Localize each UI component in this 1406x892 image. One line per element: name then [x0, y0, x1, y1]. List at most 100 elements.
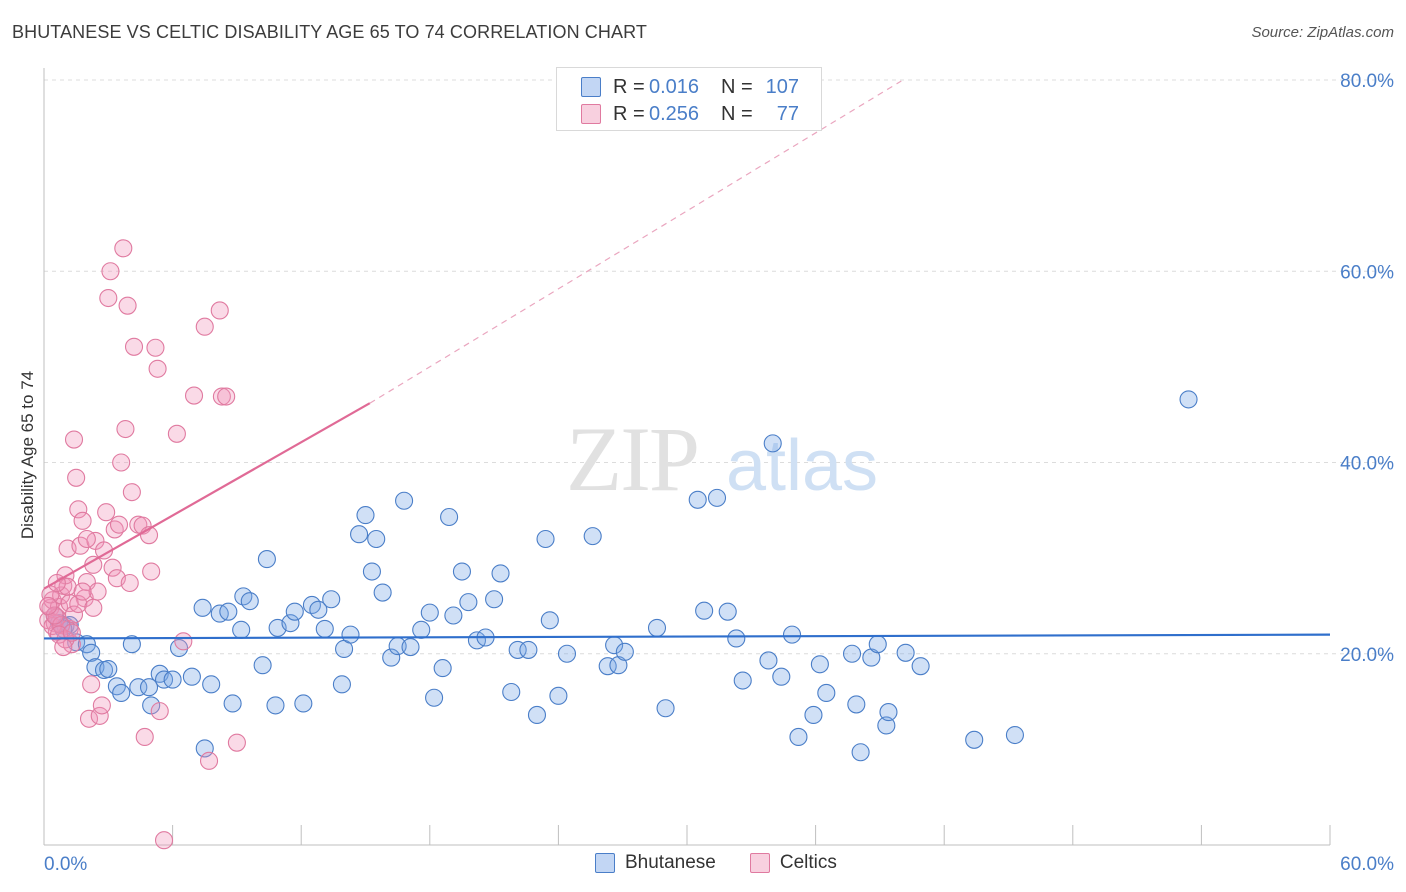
bhutanese-point — [193, 598, 212, 617]
bhutanese-point — [440, 507, 459, 527]
bhutanese-point — [240, 592, 259, 611]
bhutanese-point — [420, 603, 439, 622]
series-legend: Bhutanese Celtics — [595, 852, 871, 874]
celtics-point — [148, 359, 167, 378]
x-tick-label: 0.0% — [44, 854, 87, 875]
bhutanese-point — [804, 705, 823, 725]
bhutanese-point — [332, 675, 351, 694]
bhutanese-point — [789, 727, 808, 746]
bhutanese-point — [519, 640, 538, 659]
celtics-point — [73, 511, 92, 530]
legend-n-value: 107 — [765, 75, 799, 98]
bhutanese-point — [1179, 390, 1198, 409]
bhutanese-point — [309, 600, 328, 619]
bhutanese-point — [549, 686, 568, 705]
celtics-points — [39, 239, 246, 850]
celtics-point — [88, 582, 107, 601]
celtics-trend-line — [43, 402, 371, 590]
bhutanese-point — [77, 635, 96, 654]
gridlines — [44, 79, 1392, 655]
legend-swatch-celtics — [581, 104, 601, 124]
bhutanese-point — [257, 550, 276, 569]
celtics-point — [116, 419, 135, 439]
tick-labels: 20.0% 40.0% 60.0% 80.0% 0.0% 60.0% — [44, 71, 1394, 875]
series-legend-celtics[interactable]: Celtics — [749, 852, 837, 874]
bhutanese-point — [202, 675, 221, 694]
bhutanese-point — [647, 618, 667, 637]
bhutanese-point — [395, 491, 414, 510]
bhutanese-point — [412, 620, 431, 639]
bhutanese-point — [782, 625, 802, 644]
legend-n-label: N = — [721, 75, 753, 98]
bhutanese-point — [759, 651, 778, 670]
legend-n-value: 77 — [776, 102, 799, 125]
bhutanese-point — [557, 644, 577, 663]
bhutanese-point — [540, 611, 559, 630]
bhutanese-point — [502, 682, 521, 702]
bhutanese-point — [459, 593, 478, 612]
bhutanese-point — [688, 490, 707, 509]
bhutanese-point — [877, 716, 896, 735]
celtics-point — [109, 515, 129, 534]
bhutanese-point — [82, 643, 101, 662]
bhutanese-point — [772, 667, 791, 686]
celtics-point — [64, 430, 84, 449]
bhutanese-point — [163, 670, 182, 689]
watermark-atlas: atlas — [726, 426, 878, 506]
y-tick-label: 60.0% — [1340, 262, 1394, 283]
bhutanese-point — [182, 667, 201, 686]
celtics-point — [64, 605, 84, 624]
bhutanese-point — [733, 671, 752, 690]
bhutanese-point — [362, 562, 381, 581]
celtics-point — [212, 387, 231, 406]
bhutanese-point — [485, 590, 504, 609]
celtics-point — [146, 338, 165, 357]
bhutanese-point — [232, 620, 251, 639]
bhutanese-point — [112, 683, 131, 703]
celtics-point — [150, 702, 169, 721]
bhutanese-point — [656, 699, 675, 718]
bhutanese-point — [707, 488, 727, 507]
celtics-point — [79, 709, 99, 728]
celtics-point — [69, 500, 88, 519]
bhutanese-point — [868, 635, 887, 654]
celtics-point — [84, 598, 103, 617]
bhutanese-point — [508, 640, 527, 659]
y-tick-label: 40.0% — [1340, 454, 1394, 475]
y-axis-label: Disability Age 65 to 74 — [18, 371, 37, 539]
celtics-point — [174, 632, 193, 651]
series-legend-bhutanese[interactable]: Bhutanese — [595, 852, 716, 874]
trend-lines — [43, 80, 1331, 640]
bhutanese-point — [847, 695, 866, 714]
bhutanese-point — [851, 743, 870, 762]
celtics-point — [154, 831, 174, 850]
celtics-point — [99, 288, 118, 308]
bhutanese-point — [718, 602, 737, 621]
celtics-point — [217, 387, 236, 406]
celtics-point — [184, 386, 204, 405]
bhutanese-point — [122, 635, 141, 654]
bhutanese-point — [382, 648, 401, 667]
bhutanese-point — [763, 434, 782, 453]
bhutanese-point — [911, 657, 930, 676]
bhutanese-point — [99, 659, 118, 679]
watermark: ZIP atlas — [566, 408, 878, 510]
celtics-point — [97, 503, 116, 522]
celtics-point — [120, 573, 139, 593]
bhutanese-points — [45, 390, 1198, 762]
bhutanese-point — [810, 655, 829, 674]
celtics-point — [122, 483, 141, 502]
bhutanese-point — [583, 527, 602, 546]
celtics-point — [227, 733, 246, 752]
bhutanese-point — [401, 638, 420, 657]
legend-n-label: N = — [721, 102, 753, 125]
bhutanese-point — [367, 529, 386, 549]
bhutanese-point — [842, 644, 862, 663]
bhutanese-point — [879, 703, 898, 722]
celtics-point — [135, 727, 154, 746]
bhutanese-trend-line — [43, 633, 1331, 640]
bhutanese-point — [425, 688, 444, 707]
bhutanese-point — [294, 694, 313, 713]
series-name-bhutanese: Bhutanese — [625, 852, 716, 873]
celtics-point — [45, 606, 64, 625]
